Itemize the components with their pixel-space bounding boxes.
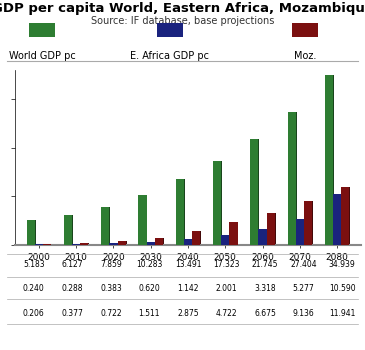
Bar [64, 215, 72, 245]
Text: 0.383: 0.383 [100, 284, 122, 293]
Bar [27, 220, 35, 245]
Text: 1.511: 1.511 [139, 309, 160, 318]
Text: 0.722: 0.722 [100, 309, 122, 318]
Bar [147, 242, 155, 245]
Bar [118, 241, 126, 245]
Bar [221, 235, 229, 245]
Bar [51, 244, 52, 245]
Text: 10.283: 10.283 [136, 260, 163, 269]
Bar [333, 194, 341, 245]
Bar [109, 243, 118, 245]
Bar [155, 238, 163, 245]
Bar [267, 229, 268, 245]
Bar [163, 238, 164, 245]
Bar [109, 207, 110, 245]
Text: 0.620: 0.620 [139, 284, 160, 293]
Text: 5.277: 5.277 [293, 284, 314, 293]
Bar [288, 112, 296, 245]
Bar [43, 244, 51, 245]
Text: 34.939: 34.939 [329, 260, 356, 269]
Bar [192, 239, 193, 245]
Bar [341, 194, 342, 245]
Text: 17.323: 17.323 [213, 260, 240, 269]
Bar [258, 139, 259, 245]
Bar [101, 207, 109, 245]
Bar [80, 243, 88, 245]
Text: 0.206: 0.206 [23, 309, 45, 318]
Text: 1.142: 1.142 [177, 284, 199, 293]
Bar [138, 195, 147, 245]
Bar [35, 244, 43, 245]
Text: 5.183: 5.183 [23, 260, 45, 269]
Text: 7.859: 7.859 [100, 260, 122, 269]
Text: Source: IF database, base projections: Source: IF database, base projections [91, 16, 274, 26]
Bar [275, 212, 276, 245]
Bar [200, 231, 201, 245]
Bar [325, 75, 333, 245]
Text: 4.722: 4.722 [216, 309, 237, 318]
Text: 9.136: 9.136 [293, 309, 314, 318]
Bar [341, 187, 349, 245]
Bar [267, 212, 275, 245]
Bar [333, 75, 334, 245]
Bar [229, 235, 230, 245]
Bar [80, 244, 81, 245]
Bar [213, 161, 221, 245]
Text: 0.240: 0.240 [23, 284, 45, 293]
Bar [304, 219, 305, 245]
Text: 11.941: 11.941 [329, 309, 355, 318]
Bar [312, 201, 313, 245]
Text: 0.288: 0.288 [62, 284, 83, 293]
Text: 6.675: 6.675 [254, 309, 276, 318]
Text: 3.318: 3.318 [254, 284, 276, 293]
Bar [72, 215, 73, 245]
Bar [258, 229, 267, 245]
Bar [250, 139, 258, 245]
Bar [349, 187, 350, 245]
Text: 27.404: 27.404 [290, 260, 317, 269]
Text: 10.590: 10.590 [329, 284, 356, 293]
Bar [192, 231, 200, 245]
Bar [184, 239, 192, 245]
Bar [43, 244, 44, 245]
Bar [88, 243, 89, 245]
Text: 2.001: 2.001 [216, 284, 237, 293]
Bar [126, 241, 127, 245]
Text: 21.745: 21.745 [252, 260, 278, 269]
Bar [176, 180, 184, 245]
Text: 6.127: 6.127 [62, 260, 83, 269]
Text: World GDP pc: World GDP pc [9, 51, 75, 61]
Bar [184, 180, 185, 245]
Text: 2.875: 2.875 [177, 309, 199, 318]
Text: Moz.: Moz. [293, 51, 316, 61]
Bar [221, 161, 222, 245]
Text: 13.491: 13.491 [175, 260, 201, 269]
Text: E. Africa GDP pc: E. Africa GDP pc [130, 51, 209, 61]
Text: GDP per capita World, Eastern Africa, Mozambique: GDP per capita World, Eastern Africa, Mo… [0, 2, 365, 15]
Text: 0.377: 0.377 [61, 309, 83, 318]
Bar [296, 219, 304, 245]
Bar [304, 201, 312, 245]
Bar [229, 222, 238, 245]
Bar [72, 244, 80, 245]
